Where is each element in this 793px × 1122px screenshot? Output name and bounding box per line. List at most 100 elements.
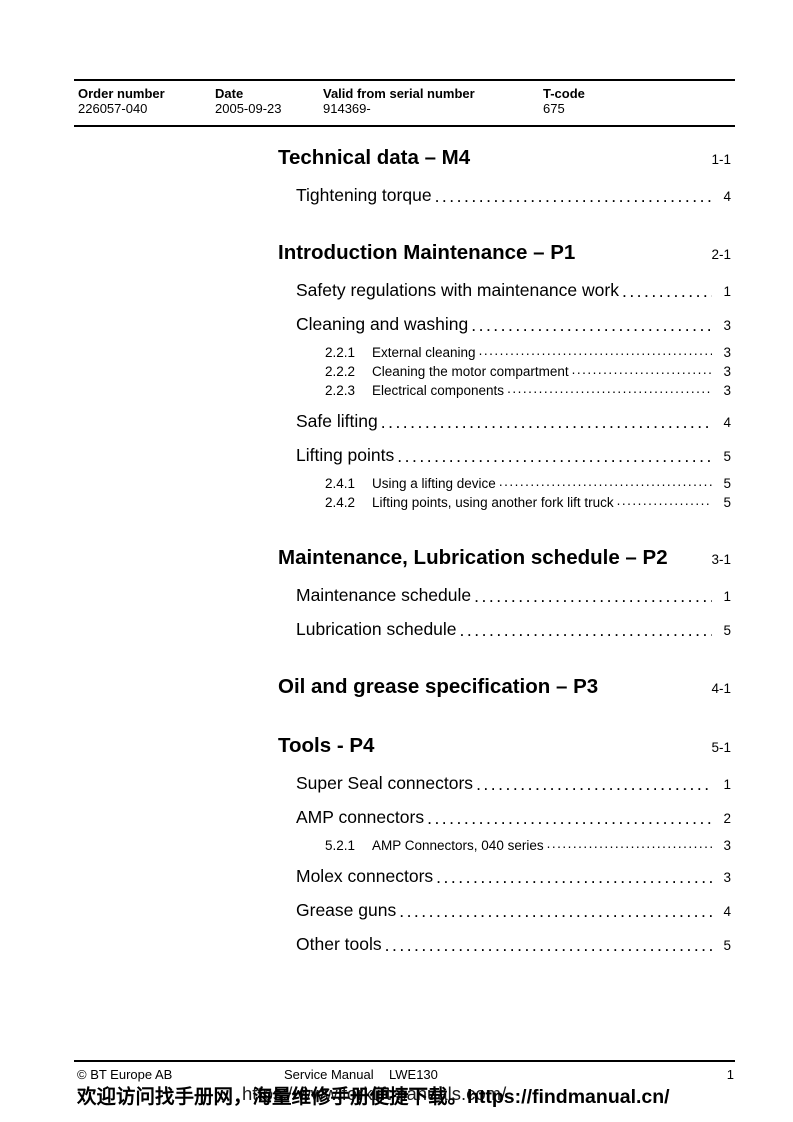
entry-label: Cleaning and washing: [296, 314, 469, 334]
entry-page: 4: [723, 189, 731, 204]
section-page-ref: 4-1: [711, 681, 731, 696]
toc-subentry: 2.4.1 Using a lifting device 5: [325, 474, 731, 493]
dot-leader: [382, 934, 717, 956]
entry-page: 5: [723, 623, 731, 638]
toc-entry: AMP connectors 2: [296, 807, 731, 829]
dot-leader: [504, 381, 717, 400]
dot-leader: [378, 411, 717, 433]
dot-leader: [396, 900, 717, 922]
section-page-ref: 3-1: [711, 552, 731, 567]
entry-label: Lifting points: [296, 445, 395, 465]
entry-page: 1: [723, 589, 731, 604]
entry-label: AMP connectors: [296, 807, 425, 827]
toc-entry: Lubrication schedule 5: [296, 619, 731, 641]
toc-subentry: 2.4.2 Lifting points, using another fork…: [325, 493, 731, 512]
watermark-overlay-text: 欢迎访问找手册网，海量维修手册便捷下载。https://findmanual.c…: [77, 1086, 670, 1108]
dot-leader: [432, 185, 717, 207]
toc-entry: Super Seal connectors 1: [296, 773, 731, 795]
entry-page: 3: [723, 318, 731, 333]
section-title: Technical data – M4: [278, 146, 471, 169]
entry-page: 3: [723, 838, 731, 853]
entry-label: Lubrication schedule: [296, 619, 457, 639]
dot-leader: [544, 836, 717, 855]
header-label-order-number: Order number: [78, 86, 165, 101]
section-title: Introduction Maintenance – P1: [278, 241, 576, 264]
entry-label: Molex connectors: [296, 866, 434, 886]
entry-page: 5: [723, 938, 731, 953]
header-label-date: Date: [215, 86, 244, 101]
header-value-valid-from-serial-number: 914369-: [323, 101, 371, 116]
footer: © BT Europe AB Service Manual LWE130 1: [74, 1060, 735, 1084]
section-page-ref: 1-1: [711, 152, 731, 167]
model-label: LWE130: [389, 1067, 438, 1082]
entry-page: 3: [723, 345, 731, 360]
entry-number: 2.4.1: [325, 476, 356, 491]
header-label-row: Order number Date Valid from serial numb…: [78, 86, 735, 101]
entry-number: 2.2.1: [325, 345, 356, 360]
section-title-row: Introduction Maintenance – P1 2-1: [278, 242, 731, 266]
dot-leader: [424, 807, 717, 829]
entry-label: Grease guns: [296, 900, 397, 920]
entry-label: Other tools: [296, 934, 382, 954]
toc-subentry: 2.2.3 Electrical components 3: [325, 381, 731, 400]
toc-section: Oil and grease specification – P3 4-1: [278, 676, 731, 700]
entry-page: 3: [723, 364, 731, 379]
toc-section: Tools - P4 5-1 Super Seal connectors 1 A…: [278, 735, 731, 956]
entry-page: 4: [723, 904, 731, 919]
toc-subentry: 2.2.1 External cleaning 3: [325, 343, 731, 362]
watermark: https://www.forkliftmanuals.com/ 欢迎访问找手册…: [74, 1080, 773, 1110]
entry-label: Safe lifting: [296, 411, 378, 431]
entry-page: 1: [723, 777, 731, 792]
entry-number: 5.2.1: [325, 838, 356, 853]
toc-subentry: 2.2.2 Cleaning the motor compartment 3: [325, 362, 731, 381]
dot-leader: [471, 585, 717, 607]
section-title: Tools - P4: [278, 734, 375, 757]
toc-entry: Safe lifting 4: [296, 411, 731, 433]
header-label-t-code: T-code: [543, 86, 585, 101]
toc-entry: Cleaning and washing 3: [296, 314, 731, 336]
entry-label: Safety regulations with maintenance work: [296, 280, 619, 300]
section-title: Oil and grease specification – P3: [278, 675, 599, 698]
copyright-text: © BT Europe AB: [77, 1067, 173, 1082]
section-page-ref: 2-1: [711, 247, 731, 262]
entry-page: 1: [723, 284, 731, 299]
dot-leader: [468, 314, 717, 336]
dot-leader: [476, 343, 717, 362]
section-page-ref: 5-1: [711, 740, 731, 755]
entry-label: AMP Connectors, 040 series: [372, 838, 544, 853]
toc-section: Introduction Maintenance – P1 2-1 Safety…: [278, 242, 731, 512]
toc-entry: Molex connectors 3: [296, 866, 731, 888]
entry-label: Lifting points, using another fork lift …: [372, 495, 614, 510]
entry-page: 5: [723, 476, 731, 491]
toc-entry: Maintenance schedule 1: [296, 585, 731, 607]
toc-subentry: 5.2.1 AMP Connectors, 040 series 3: [325, 836, 731, 855]
header-value-date: 2005-09-23: [215, 101, 282, 116]
toc-entry: Safety regulations with maintenance work…: [296, 280, 731, 302]
section-title-row: Tools - P4 5-1: [278, 735, 731, 759]
section-title: Maintenance, Lubrication schedule – P2: [278, 546, 668, 569]
entry-page: 2: [723, 811, 731, 826]
header-table: Order number Date Valid from serial numb…: [74, 79, 735, 127]
entry-label: Electrical components: [372, 383, 505, 398]
entry-label: Tightening torque: [296, 185, 432, 205]
page-number: 1: [726, 1067, 734, 1082]
header-value-row: 226057-040 2005-09-23 914369- 675: [78, 101, 735, 117]
entry-page: 3: [723, 870, 731, 885]
section-title-row: Technical data – M4 1-1: [278, 147, 731, 171]
dot-leader: [473, 773, 717, 795]
entry-page: 3: [723, 383, 731, 398]
toc-section: Technical data – M4 1-1 Tightening torqu…: [278, 147, 731, 207]
dot-leader: [619, 280, 717, 302]
section-title-row: Oil and grease specification – P3 4-1: [278, 676, 731, 700]
toc-entry: Grease guns 4: [296, 900, 731, 922]
entry-page: 4: [723, 415, 731, 430]
toc-entry: Lifting points 5: [296, 445, 731, 467]
dot-leader: [433, 866, 717, 888]
dot-leader: [394, 445, 717, 467]
entry-label: Cleaning the motor compartment: [372, 364, 569, 379]
entry-page: 5: [723, 495, 731, 510]
dot-leader: [569, 362, 717, 381]
header-value-order-number: 226057-040: [78, 101, 148, 116]
entry-label: External cleaning: [372, 345, 476, 360]
entry-page: 5: [723, 449, 731, 464]
